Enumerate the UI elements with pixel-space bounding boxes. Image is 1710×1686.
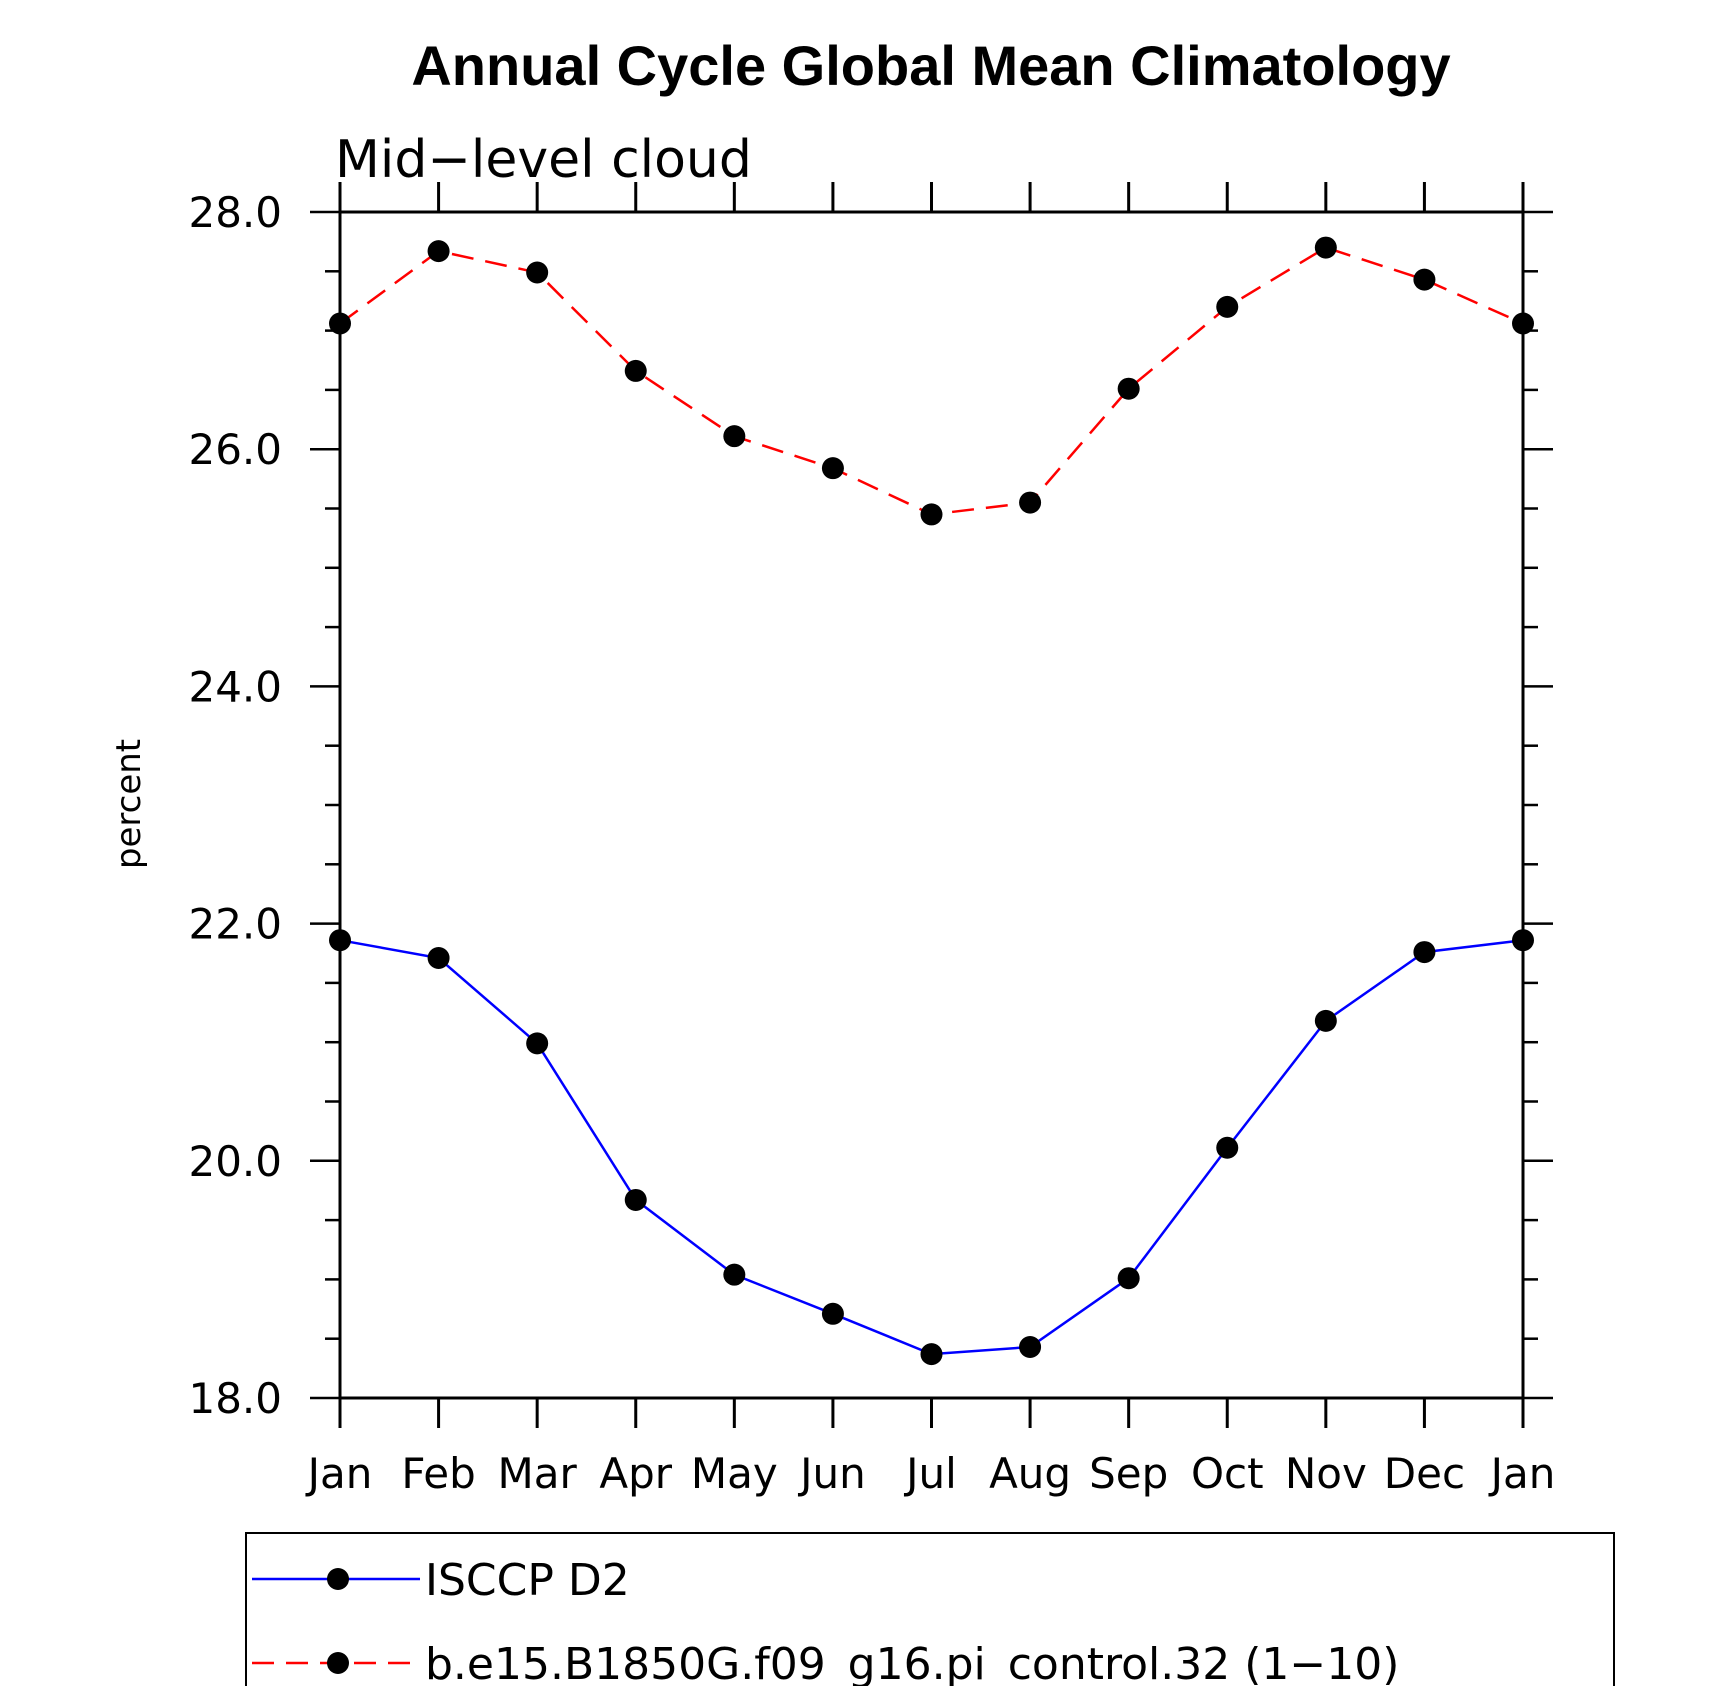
data-point bbox=[329, 929, 351, 952]
chart-subtitle: Mid−level cloud bbox=[335, 130, 752, 190]
data-point bbox=[1019, 1336, 1042, 1359]
x-tick-label: May bbox=[691, 1449, 778, 1498]
data-point bbox=[1216, 1136, 1239, 1159]
series-line-0 bbox=[339, 938, 1524, 1356]
data-point bbox=[920, 1343, 943, 1366]
series-line-1 bbox=[339, 246, 1524, 516]
data-point bbox=[329, 312, 351, 335]
x-tick-label: Jul bbox=[903, 1449, 957, 1498]
chart-title: Annual Cycle Global Mean Climatology bbox=[411, 34, 1450, 97]
plot-frame bbox=[338, 210, 1525, 1400]
data-point bbox=[427, 946, 450, 969]
series-layer bbox=[329, 236, 1534, 1366]
y-tick-label: 18.0 bbox=[188, 1374, 282, 1423]
y-tick-label: 22.0 bbox=[188, 900, 282, 949]
y-tick-label: 20.0 bbox=[188, 1137, 282, 1186]
data-point bbox=[1314, 1009, 1337, 1032]
x-tick-label: Jun bbox=[797, 1449, 866, 1498]
legend-marker-isccp bbox=[327, 1568, 349, 1590]
x-tick-label: Dec bbox=[1384, 1449, 1465, 1498]
data-point bbox=[723, 1263, 746, 1286]
legend: ISCCP D2 b.e15.B1850G.f09_g16.pi_control… bbox=[245, 1532, 1615, 1686]
x-tick-label: Jan bbox=[1488, 1449, 1556, 1498]
y-tick-label: 28.0 bbox=[188, 188, 282, 237]
x-tick-label: Nov bbox=[1285, 1449, 1367, 1498]
y-tick-label: 26.0 bbox=[188, 425, 282, 474]
x-tick-label: Apr bbox=[599, 1449, 672, 1498]
data-point bbox=[1413, 268, 1436, 291]
legend-label-model: b.e15.B1850G.f09_g16.pi_control.32 (1−10… bbox=[425, 1639, 1399, 1686]
data-point bbox=[1216, 295, 1239, 318]
data-point bbox=[821, 1302, 844, 1325]
x-tick-label: Aug bbox=[989, 1449, 1071, 1498]
x-tick-label: Jan bbox=[305, 1449, 373, 1498]
data-point bbox=[1019, 491, 1042, 514]
data-point bbox=[1314, 236, 1337, 259]
data-point bbox=[1512, 929, 1534, 952]
data-point bbox=[1117, 1267, 1140, 1290]
data-point bbox=[624, 1188, 647, 1211]
data-point bbox=[526, 1032, 549, 1055]
x-tick-label: Mar bbox=[498, 1449, 578, 1498]
data-point bbox=[821, 457, 844, 480]
axis-ticks: Jan Feb Mar Apr May Jun Jul Aug Sep Oct Nov Dec Jan 1… bbox=[188, 182, 1555, 1498]
data-point bbox=[427, 240, 450, 263]
legend-label-isccp: ISCCP D2 bbox=[425, 1555, 630, 1606]
x-tick-label: Oct bbox=[1191, 1449, 1264, 1498]
data-point bbox=[1512, 312, 1534, 335]
data-point bbox=[624, 359, 647, 382]
x-tick-label: Feb bbox=[401, 1449, 475, 1498]
data-point bbox=[1413, 941, 1436, 964]
x-tick-label: Sep bbox=[1089, 1449, 1168, 1498]
legend-box bbox=[245, 1532, 1615, 1686]
legend-marker-model bbox=[327, 1652, 349, 1674]
y-axis-label: percent bbox=[109, 739, 149, 869]
y-tick-label: 24.0 bbox=[188, 662, 282, 711]
data-point bbox=[526, 261, 549, 284]
data-point bbox=[1117, 377, 1140, 400]
data-point bbox=[723, 425, 746, 448]
data-point bbox=[920, 503, 943, 526]
